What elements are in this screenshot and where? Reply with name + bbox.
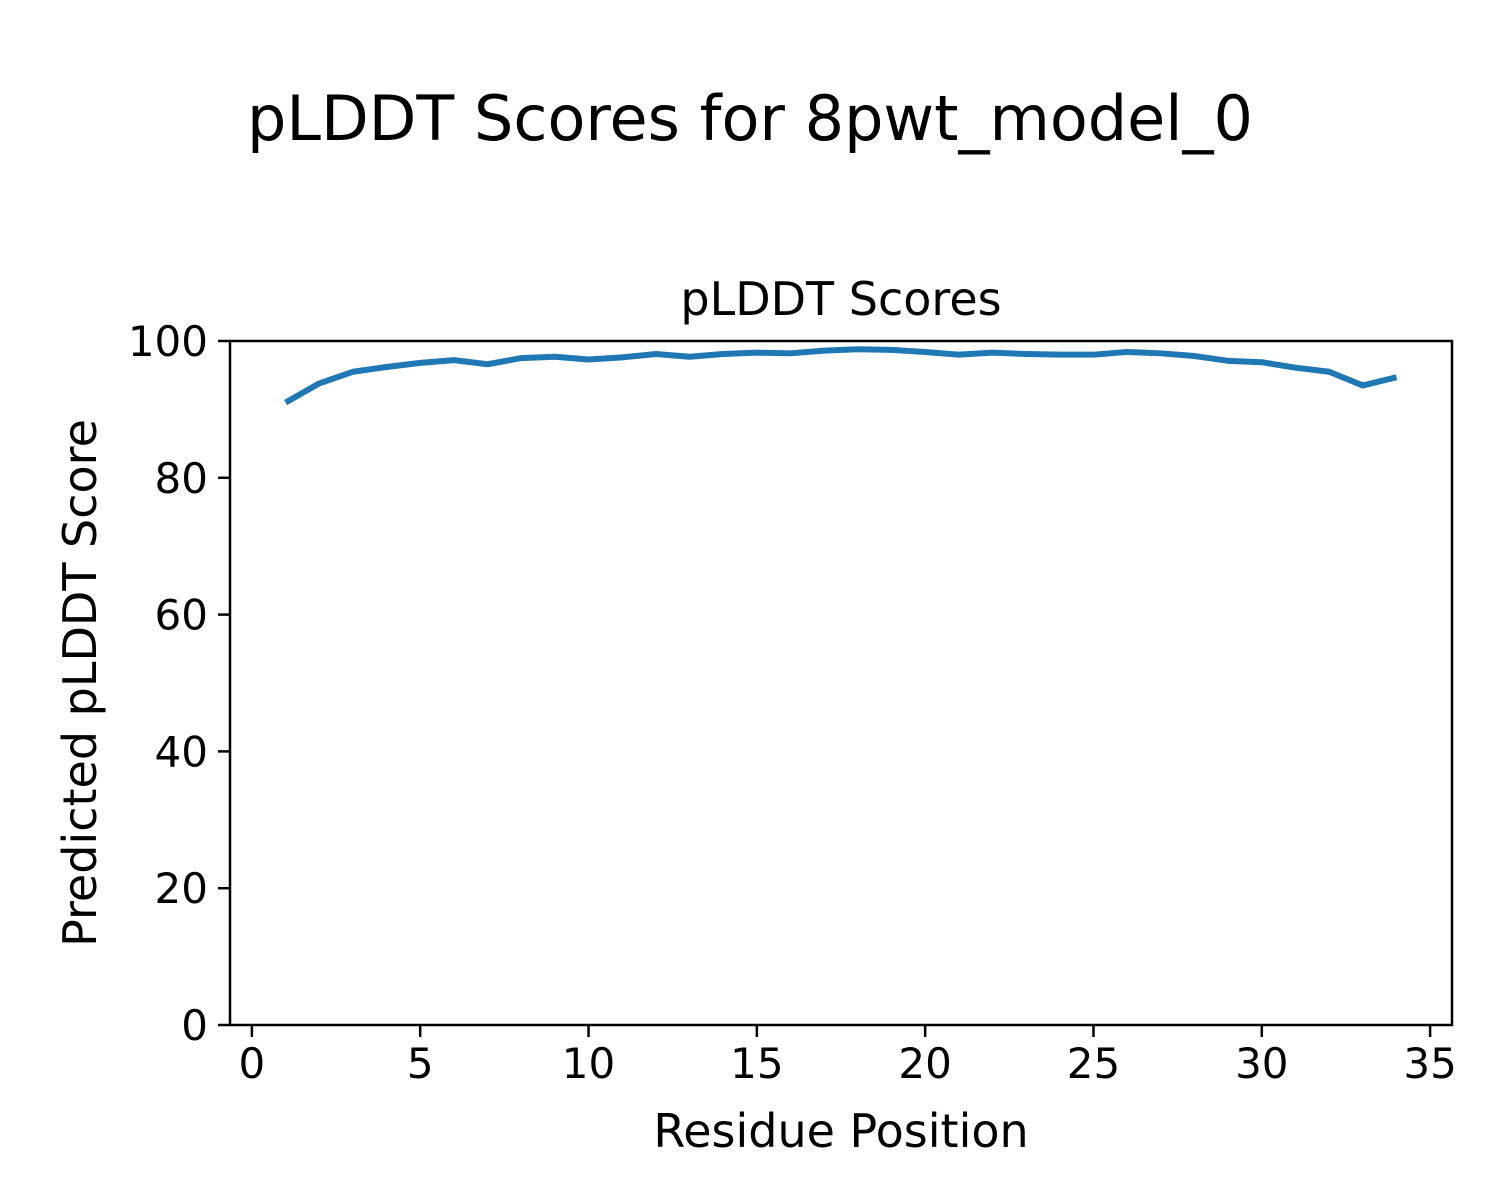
data-line-plddt: [284, 346, 1398, 406]
x-tick-label: 30: [1235, 1039, 1288, 1088]
figure-title: pLDDT Scores for 8pwt_model_0: [247, 82, 1253, 155]
x-tick-label: 35: [1403, 1039, 1456, 1088]
y-tick-label: 40: [155, 727, 208, 776]
x-tick-label: 20: [898, 1039, 951, 1088]
x-tick-label: 10: [562, 1039, 615, 1088]
x-tick-label: 0: [239, 1039, 266, 1088]
y-tick-label: 0: [181, 1001, 208, 1050]
x-tick-label: 25: [1067, 1039, 1120, 1088]
y-tick-label: 100: [128, 317, 208, 366]
y-tick-label: 60: [155, 591, 208, 640]
axes-spines: [228, 339, 1454, 1027]
y-tick-label: 80: [155, 454, 208, 503]
x-axis-label: Residue Position: [653, 1104, 1029, 1158]
axes-title: pLDDT Scores: [680, 272, 1002, 326]
x-tick-label: 5: [407, 1039, 434, 1088]
y-tick-label: 20: [155, 864, 208, 913]
x-tick-label: 15: [730, 1039, 783, 1088]
